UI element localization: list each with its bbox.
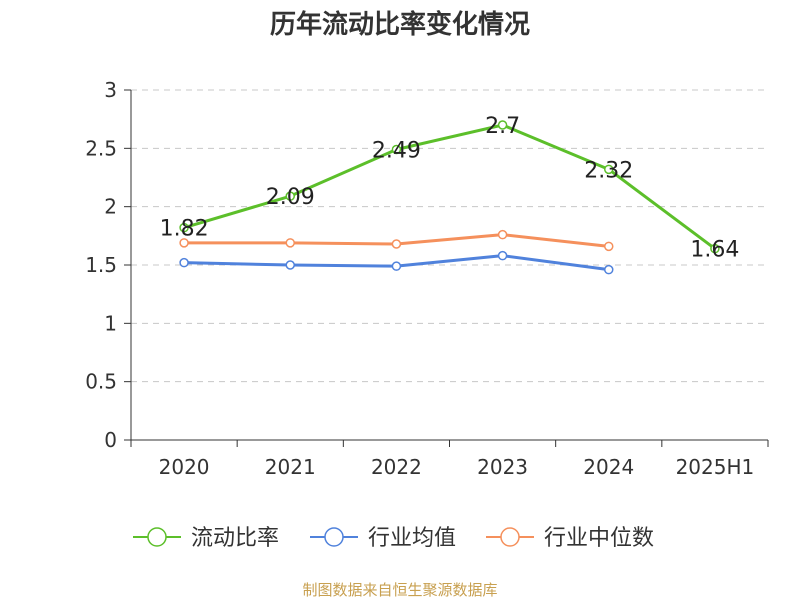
y-tick-label: 3 [104,78,117,102]
y-tick-label: 0.5 [85,370,117,394]
data-point [285,260,295,270]
data-point [179,238,189,248]
data-label: 1.82 [160,217,209,242]
legend-label: 流动比率 [191,526,279,551]
data-label: 2.09 [266,185,315,210]
data-point [285,238,295,248]
data-point [604,241,614,252]
x-tick-label: 2022 [371,455,422,479]
series-line [183,123,716,250]
data-point [604,264,614,275]
data-label: 2.32 [584,158,633,183]
data-point [497,229,508,240]
y-tick-label: 2.5 [85,136,117,160]
data-point [391,144,402,155]
y-tick-label: 1 [104,311,117,335]
x-tick-label: 2025H1 [676,455,755,479]
data-point [710,243,720,254]
chart-title: 历年流动比率变化情况 [269,10,530,40]
y-tick-label: 1.5 [85,253,117,277]
data-label: 1.64 [690,238,739,263]
data-point [604,164,614,175]
data-point [391,239,402,249]
source-note: 制图数据来自恒生聚源数据库 [302,581,498,599]
x-tick-label: 2023 [477,455,528,479]
data-label: 2.49 [372,139,421,164]
x-tick-label: 2024 [583,455,634,479]
legend-marker [324,527,344,547]
legend-marker [500,527,520,547]
data-point [285,191,295,201]
data-point [179,222,189,233]
y-tick-label: 2 [104,195,117,219]
data-point [179,257,189,268]
legend-label: 行业中位数 [544,526,654,551]
data-label: 2.7 [485,114,520,139]
legend-marker [147,527,167,547]
data-point [497,120,508,130]
x-tick-label: 2020 [159,455,210,479]
x-tick-label: 2021 [265,455,316,479]
data-point [391,261,402,271]
legend-label: 行业均值 [368,526,456,551]
y-tick-label: 0 [104,428,117,452]
data-point [497,250,508,261]
